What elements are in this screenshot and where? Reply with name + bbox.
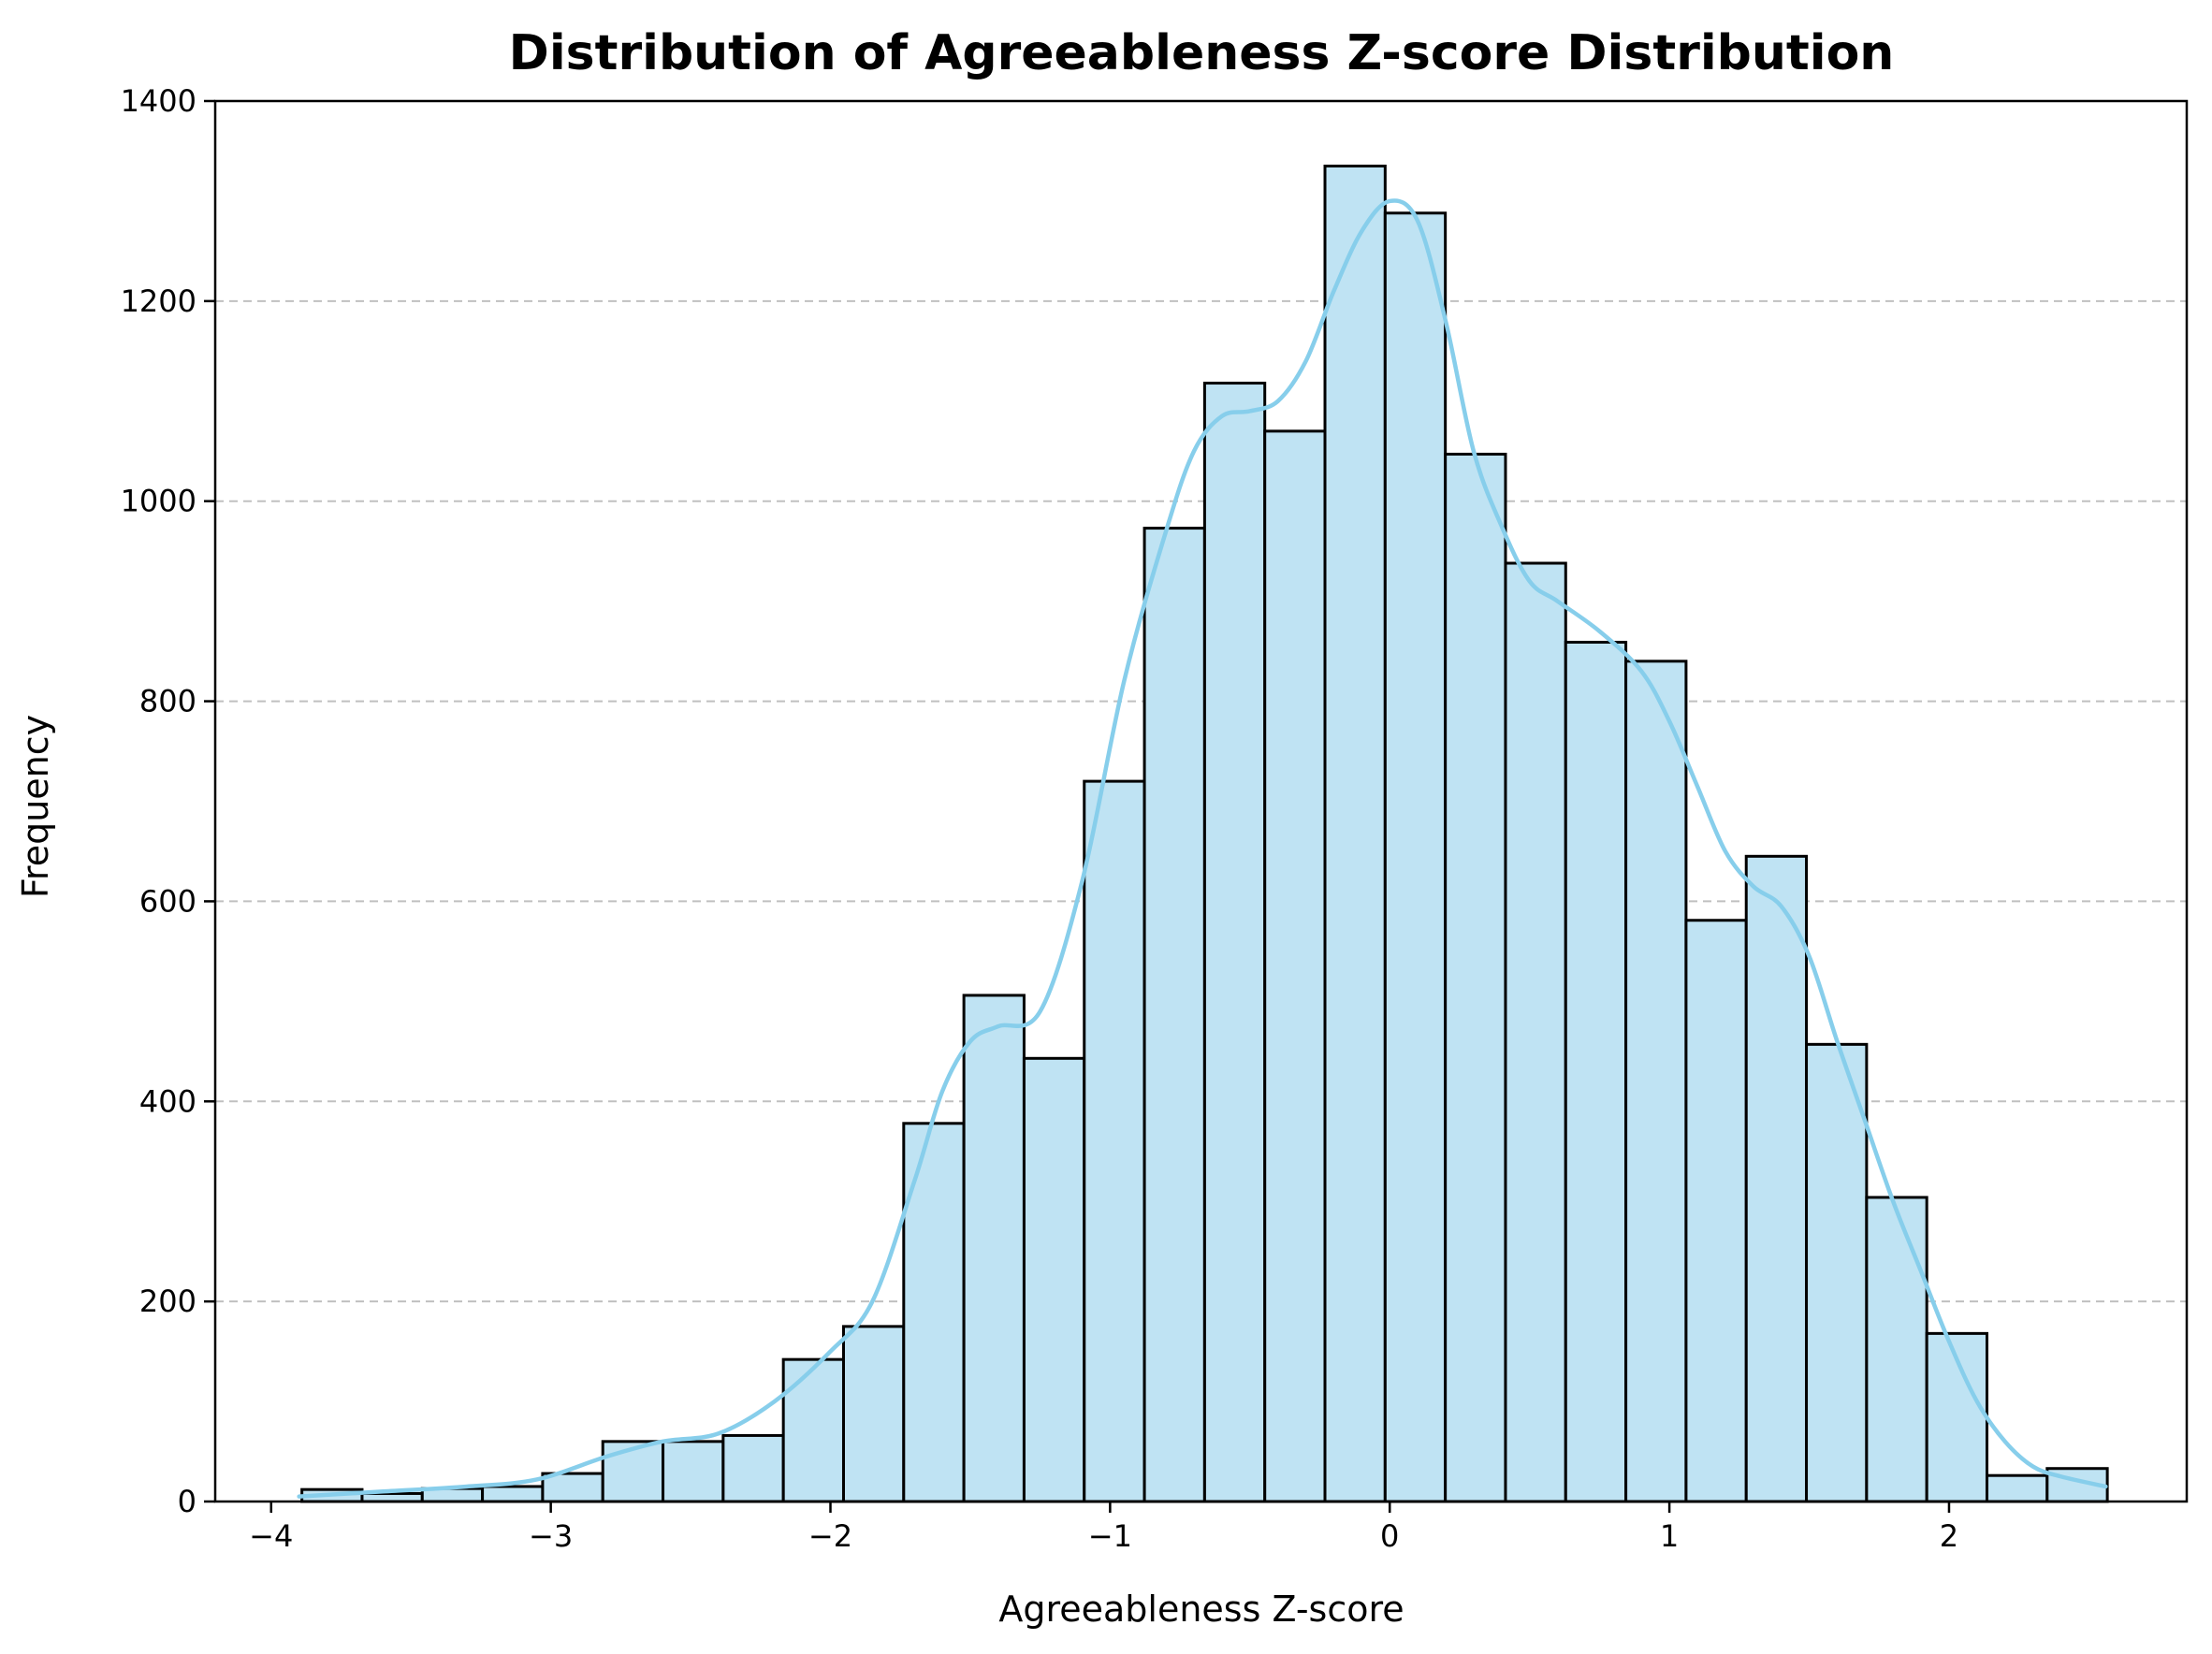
histogram-bar	[1564, 640, 1628, 1503]
histogram-bar	[1083, 779, 1146, 1503]
x-tick-label: −4	[249, 1518, 293, 1554]
histogram-bar	[662, 1440, 725, 1503]
y-tick-label: 1200	[121, 283, 196, 319]
y-tick-label: 600	[139, 883, 196, 919]
y-tick-label: 0	[178, 1484, 196, 1519]
histogram-bar	[1865, 1196, 1928, 1503]
histogram-bar	[1504, 561, 1567, 1503]
x-tick-label: 0	[1380, 1518, 1399, 1554]
x-tick-label: −1	[1088, 1518, 1132, 1554]
histogram-bar	[1444, 452, 1507, 1503]
kde-line	[297, 198, 2108, 1499]
y-axis-label: Frequency	[15, 715, 56, 898]
histogram-bar	[962, 994, 1026, 1503]
histogram-bar	[1805, 1042, 1869, 1503]
y-tick-label: 1000	[121, 484, 196, 519]
x-axis-label: Agreeableness Z-score	[998, 1589, 1404, 1630]
y-tick-label: 400	[139, 1083, 196, 1119]
y-axis-ticks: 0 200 400 600 800 1000 1200 1400	[121, 83, 215, 1519]
y-tick-label: 800	[139, 684, 196, 719]
y-tick-label: 200	[139, 1284, 196, 1319]
histogram-bar	[781, 1357, 845, 1503]
histogram-bar	[601, 1440, 665, 1503]
histogram-bar	[1323, 165, 1387, 1503]
x-tick-label: 1	[1660, 1518, 1679, 1554]
histogram-bar	[1744, 854, 1809, 1503]
histogram-bars	[300, 165, 2109, 1503]
histogram-bar	[481, 1485, 545, 1503]
y-tick-label: 1400	[121, 83, 196, 119]
plot-frame	[213, 99, 2189, 1503]
histogram-bar	[1142, 527, 1206, 1503]
histogram-bar	[1383, 211, 1448, 1503]
x-axis-ticks: −4 −3 −2 −1 0 1 2	[249, 1502, 1958, 1554]
x-tick-label: −3	[529, 1518, 573, 1554]
histogram-bar	[360, 1491, 424, 1503]
x-tick-label: 2	[1940, 1518, 1958, 1554]
histogram-bar	[1022, 1056, 1086, 1503]
kde-curve-layer	[297, 198, 2108, 1499]
chart-title: Distribution of Agreeableness Z-score Di…	[509, 25, 1895, 81]
histogram-bar	[721, 1433, 785, 1503]
histogram-bar	[841, 1325, 906, 1503]
histogram-bar	[1684, 919, 1748, 1503]
histogram-bar	[1263, 429, 1327, 1503]
histogram-bar	[1985, 1473, 2049, 1503]
histogram-bar	[1202, 382, 1267, 1503]
histogram-bar	[1624, 660, 1688, 1503]
x-tick-label: −2	[808, 1518, 852, 1554]
